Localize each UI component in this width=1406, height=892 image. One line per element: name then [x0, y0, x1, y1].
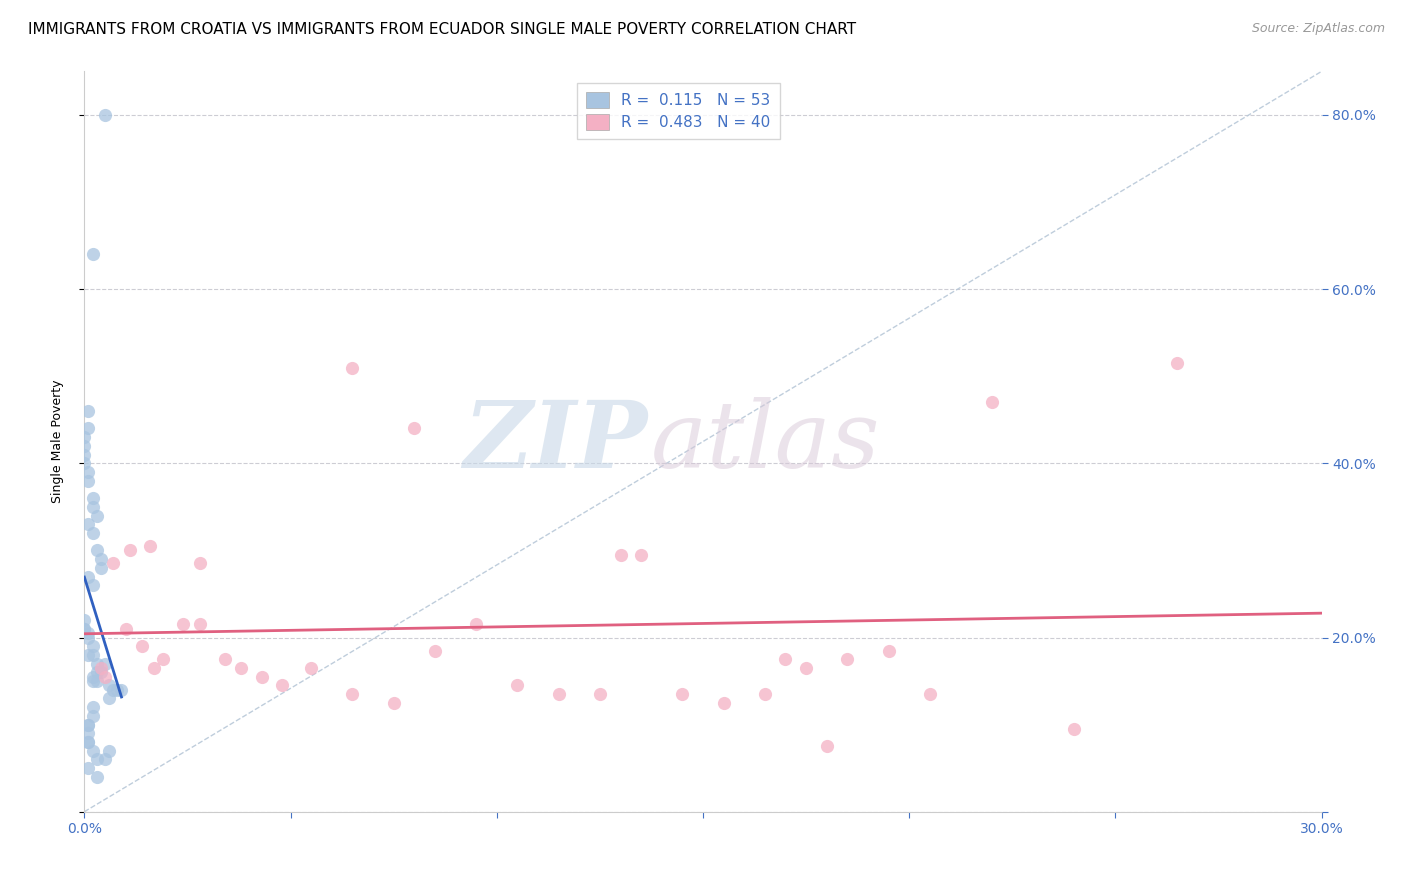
Point — [713, 696, 735, 710]
Point — [671, 687, 693, 701]
Y-axis label: Single Male Poverty: Single Male Poverty — [51, 380, 63, 503]
Point — [94, 108, 117, 122]
Point — [342, 687, 364, 701]
Point — [77, 735, 100, 749]
Point — [82, 578, 104, 592]
Point — [1166, 356, 1188, 370]
Point — [90, 665, 112, 680]
Point — [82, 526, 104, 541]
Point — [90, 561, 112, 575]
Point — [815, 739, 838, 754]
Point — [118, 543, 141, 558]
Point — [77, 569, 100, 583]
Point — [73, 622, 96, 636]
Point — [188, 617, 211, 632]
Point — [794, 661, 817, 675]
Point — [82, 674, 104, 689]
Point — [73, 439, 96, 453]
Point — [131, 639, 153, 653]
Point — [506, 678, 529, 692]
Point — [77, 717, 100, 731]
Point — [188, 557, 211, 571]
Point — [82, 709, 104, 723]
Point — [82, 491, 104, 505]
Point — [465, 617, 488, 632]
Point — [77, 421, 100, 435]
Point — [86, 770, 108, 784]
Point — [90, 661, 112, 675]
Point — [77, 717, 100, 731]
Point — [105, 682, 128, 697]
Point — [82, 500, 104, 514]
Text: Source: ZipAtlas.com: Source: ZipAtlas.com — [1251, 22, 1385, 36]
Point — [77, 517, 100, 532]
Point — [77, 474, 100, 488]
Point — [172, 617, 194, 632]
Point — [77, 735, 100, 749]
Point — [86, 665, 108, 680]
Point — [139, 539, 162, 553]
Text: ZIP: ZIP — [463, 397, 647, 486]
Point — [918, 687, 941, 701]
Point — [404, 421, 426, 435]
Text: IMMIGRANTS FROM CROATIA VS IMMIGRANTS FROM ECUADOR SINGLE MALE POVERTY CORRELATI: IMMIGRANTS FROM CROATIA VS IMMIGRANTS FR… — [28, 22, 856, 37]
Point — [98, 691, 121, 706]
Point — [86, 674, 108, 689]
Point — [82, 648, 104, 662]
Point — [382, 696, 405, 710]
Point — [86, 508, 108, 523]
Point — [86, 657, 108, 671]
Point — [73, 430, 96, 444]
Point — [103, 557, 125, 571]
Point — [98, 744, 121, 758]
Point — [423, 643, 446, 657]
Point — [229, 661, 252, 675]
Point — [73, 448, 96, 462]
Point — [73, 622, 96, 636]
Point — [152, 652, 174, 666]
Point — [609, 548, 631, 562]
Point — [73, 456, 96, 470]
Point — [94, 670, 117, 684]
Point — [86, 752, 108, 766]
Point — [82, 247, 104, 261]
Point — [82, 744, 104, 758]
Point — [82, 639, 104, 653]
Text: atlas: atlas — [651, 397, 880, 486]
Point — [630, 548, 652, 562]
Point — [82, 700, 104, 714]
Point — [342, 360, 364, 375]
Point — [98, 678, 121, 692]
Point — [754, 687, 776, 701]
Point — [110, 682, 132, 697]
Point — [1063, 722, 1085, 736]
Point — [877, 643, 900, 657]
Point — [547, 687, 569, 701]
Point — [589, 687, 612, 701]
Point — [90, 552, 112, 566]
Point — [214, 652, 236, 666]
Point — [94, 752, 117, 766]
Point — [143, 661, 166, 675]
Legend: R =  0.115   N = 53, R =  0.483   N = 40: R = 0.115 N = 53, R = 0.483 N = 40 — [576, 83, 779, 139]
Point — [82, 670, 104, 684]
Point — [250, 670, 273, 684]
Point — [775, 652, 797, 666]
Point — [86, 543, 108, 558]
Point — [77, 631, 100, 645]
Point — [77, 626, 100, 640]
Point — [837, 652, 859, 666]
Point — [77, 465, 100, 479]
Point — [73, 613, 96, 627]
Point — [77, 648, 100, 662]
Point — [271, 678, 294, 692]
Point — [114, 622, 136, 636]
Point — [77, 761, 100, 775]
Point — [980, 395, 1002, 409]
Point — [94, 657, 117, 671]
Point — [299, 661, 322, 675]
Point — [77, 404, 100, 418]
Point — [103, 682, 125, 697]
Point — [77, 726, 100, 740]
